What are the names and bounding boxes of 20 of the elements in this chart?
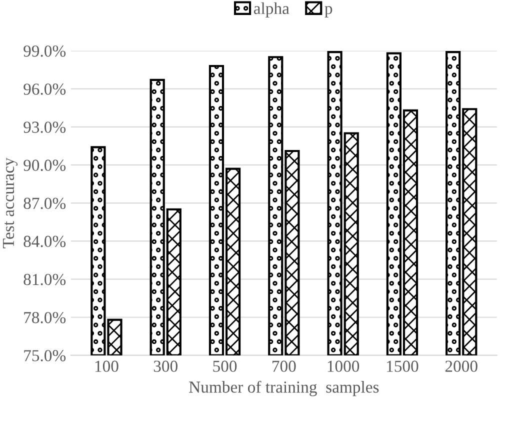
y-tick-label: 90.0% bbox=[24, 160, 66, 171]
legend-label: alpha bbox=[254, 2, 290, 18]
y-tick-label: 75.0% bbox=[24, 350, 66, 362]
y-axis-title: Test accuracy bbox=[3, 158, 18, 248]
y-tick-label: 78.0% bbox=[24, 312, 66, 324]
y-tick-label: 99.0% bbox=[24, 45, 66, 57]
x-axis-title: Number of training samples bbox=[189, 380, 379, 396]
y-tick-label: 84.0% bbox=[24, 236, 66, 248]
x-tick-label: 1500 bbox=[387, 360, 418, 372]
y-tick-label: 96.0% bbox=[24, 84, 66, 95]
y-tick-label: 87.0% bbox=[24, 198, 66, 210]
x-tick-label: 700 bbox=[272, 360, 296, 372]
x-tick-label: 300 bbox=[154, 360, 178, 372]
x-tick-label: 2000 bbox=[445, 360, 478, 372]
y-tick-label: 93.0% bbox=[24, 122, 66, 133]
legend-label: p bbox=[324, 6, 332, 18]
x-tick-label: 500 bbox=[213, 360, 237, 372]
y-tick-label: 81.0% bbox=[24, 274, 66, 286]
x-tick-label: 100 bbox=[95, 360, 118, 372]
x-tick-label: 1000 bbox=[328, 360, 360, 372]
